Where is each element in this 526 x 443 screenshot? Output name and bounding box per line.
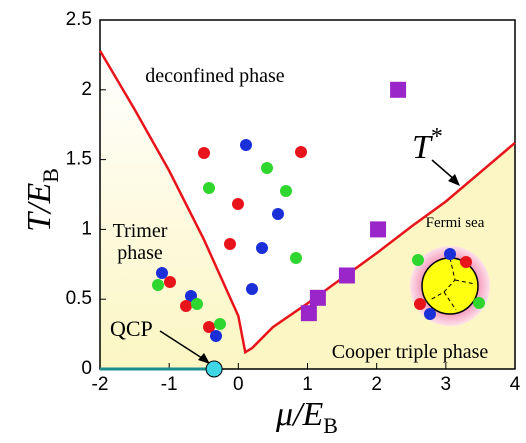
tstar-label: T* [412, 124, 443, 166]
x-tick-label: 0 [233, 374, 244, 395]
square-point [370, 221, 387, 238]
y-label-sub: B [38, 168, 63, 183]
y-axis-label: T/EB [21, 168, 63, 232]
tstar-main: T [412, 129, 433, 166]
x-tick-label: 4 [510, 374, 521, 395]
dot [210, 330, 222, 342]
y-tick-label: 1.5 [66, 149, 92, 170]
x-label-sub: B [323, 413, 338, 438]
fermi-label: Fermi sea [426, 215, 485, 231]
dot [156, 267, 168, 279]
qcp-point [205, 360, 223, 378]
dot [224, 238, 236, 250]
dot [272, 208, 284, 220]
trimer-label: phase [117, 242, 163, 264]
x-axis-label: μ/EB [275, 396, 338, 438]
dot [240, 139, 252, 151]
data-layer: -2 -1 0 1 2 3 4 0 0.5 1 1.5 2 2.5 [66, 9, 521, 395]
dot [412, 254, 424, 266]
deconfined-label: deconfined phase [145, 65, 285, 87]
dot [246, 283, 258, 295]
arrow [159, 330, 206, 361]
dot [203, 182, 215, 194]
square-point [309, 289, 326, 306]
arrow-head [448, 174, 460, 186]
fermi-sea-inset [410, 246, 490, 326]
dot [152, 279, 164, 291]
arrow-head [198, 353, 210, 364]
x-tick-label: 1 [302, 374, 313, 395]
dot [256, 242, 268, 254]
qcp-label: QCP [110, 316, 153, 341]
dot [214, 318, 226, 330]
dash [429, 257, 476, 311]
crossover-line [98, 50, 516, 355]
square-point [390, 81, 407, 98]
dot [280, 185, 292, 197]
y-tick-label: 0 [81, 358, 92, 379]
dot [198, 147, 210, 159]
dot [290, 252, 302, 264]
dot [261, 162, 273, 174]
x-tick-label: 3 [441, 374, 452, 395]
y-label-main: T/E [21, 183, 58, 232]
y-tick-label: 1 [81, 218, 92, 239]
dot [203, 321, 215, 333]
cooper-label: Cooper triple phase [332, 341, 489, 363]
dot [191, 298, 203, 310]
x-tick-label: -1 [161, 374, 178, 395]
y-tick-label: 2.5 [66, 9, 92, 30]
square-point [300, 305, 317, 322]
dot [180, 300, 192, 312]
dot [424, 308, 436, 320]
square-point [338, 267, 355, 284]
x-label-main: μ/E [275, 396, 324, 433]
y-tick-label: 2 [81, 79, 92, 100]
trimer-illustration [152, 139, 307, 342]
dot [460, 256, 472, 268]
dot [473, 297, 485, 309]
trimer-label: Trimer [113, 220, 168, 242]
arrow [431, 159, 456, 181]
y-tick-label: 0.5 [66, 288, 92, 309]
x-tick-label: -2 [92, 374, 109, 395]
dot [444, 248, 456, 260]
tstar-sup: * [431, 124, 443, 150]
dot [232, 198, 244, 210]
dot [164, 276, 176, 288]
dot [414, 298, 426, 310]
x-tick-label: 2 [371, 374, 382, 395]
dot [295, 146, 307, 158]
